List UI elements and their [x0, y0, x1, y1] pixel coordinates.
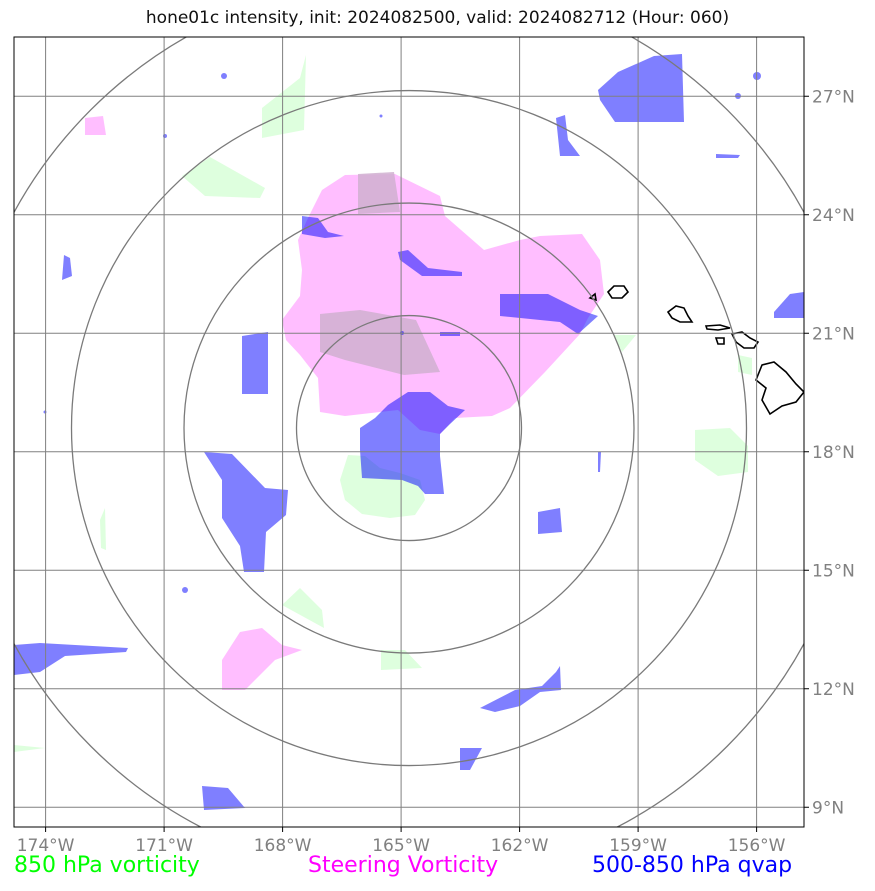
vort850-region: [182, 157, 265, 198]
qvap-region: [480, 666, 561, 712]
qvap-region: [598, 452, 601, 472]
lat-tick-label: 15°N: [812, 561, 855, 581]
qvap-region: [242, 332, 268, 394]
vort850-region: [614, 335, 636, 352]
qvap-region: [302, 216, 344, 238]
lon-tick-label: 162°W: [491, 836, 549, 856]
island-lanai: [714, 337, 725, 345]
qvap-speck: [221, 73, 227, 79]
steering-region: [282, 174, 604, 434]
map-frame: [13, 36, 805, 828]
vort850-region: [100, 508, 106, 550]
axis-ticks: 174°W 171°W 168°W 165°W 162°W 159°W 156°W 27°N 2…: [17, 87, 855, 856]
lon-tick-label: 156°W: [728, 836, 786, 856]
qvap-region: [556, 115, 580, 156]
range-ring: [183, 202, 635, 654]
range-ring: [70, 89, 748, 767]
steering-region: [85, 116, 106, 135]
legend-850-vorticity: 850 hPa vorticity: [14, 853, 200, 878]
qvap-region: [716, 154, 740, 158]
qvap-region: [204, 452, 288, 572]
lon-tick-label: 174°W: [17, 836, 75, 856]
qvap-region: [360, 392, 465, 494]
lat-tick-label: 9°N: [812, 798, 844, 818]
vort850-region: [14, 745, 45, 752]
qvap-region: [398, 250, 462, 276]
qvap-region: [202, 786, 245, 810]
lon-tick-label: 171°W: [135, 836, 193, 856]
qvap-region: [500, 294, 598, 334]
qvap-region: [774, 292, 804, 318]
qvap-speck: [379, 114, 383, 118]
lat-tick-label: 12°N: [812, 680, 855, 700]
lon-tick-label: 168°W: [254, 836, 312, 856]
qvap-region: [62, 255, 72, 280]
vort850-region: [340, 455, 425, 518]
lon-tick-label: 165°W: [372, 836, 430, 856]
lat-tick-label: 27°N: [812, 87, 855, 107]
legend-qvap: 500-850 hPa qvap: [592, 853, 793, 878]
qvap-layer: [14, 54, 804, 810]
island-molokai: [704, 324, 731, 331]
qvap-region: [598, 54, 684, 122]
island-kauai: [606, 285, 630, 299]
legend-steering-vorticity: Steering Vorticity: [308, 853, 499, 878]
qvap-speck: [182, 587, 188, 593]
lat-tick-label: 24°N: [812, 206, 855, 226]
steering-layer: [85, 116, 604, 690]
map-title: hone01c intensity, init: 2024082500, val…: [145, 8, 730, 28]
range-ring: [295, 314, 523, 542]
qvap-region: [460, 748, 482, 770]
lat-tick-label: 18°N: [812, 443, 855, 463]
range-rings: [14, 37, 804, 827]
graticule: [14, 37, 804, 827]
overlap-region: [320, 310, 440, 375]
vort850-region: [282, 588, 324, 628]
island-hawaii: [755, 361, 804, 416]
qvap-region: [14, 643, 128, 675]
qvap-region: [440, 332, 460, 336]
qvap-region: [538, 508, 562, 534]
island-oahu: [666, 305, 694, 323]
lat-tick-label: 21°N: [812, 324, 855, 344]
steering-region: [222, 628, 302, 690]
lon-tick-label: 159°W: [609, 836, 667, 856]
